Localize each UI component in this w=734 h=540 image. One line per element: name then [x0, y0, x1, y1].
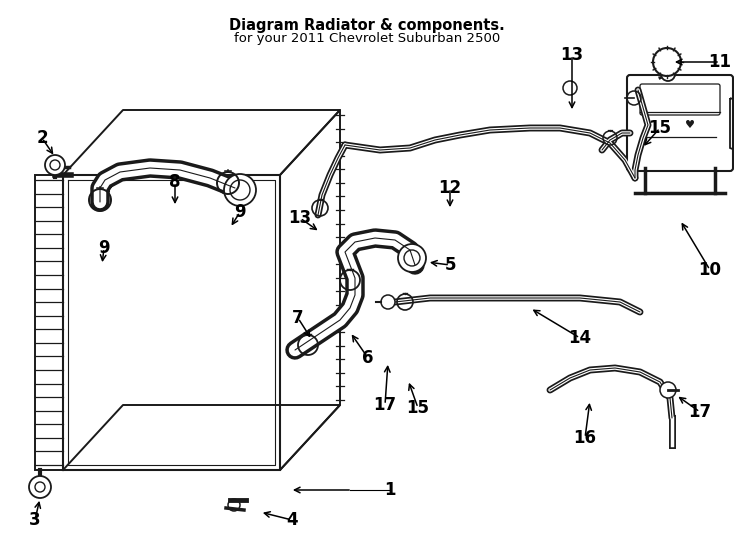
Circle shape	[381, 295, 395, 309]
Text: 15: 15	[407, 399, 429, 417]
Text: 17: 17	[688, 403, 711, 421]
Text: 8: 8	[170, 173, 181, 191]
Text: 1: 1	[385, 481, 396, 499]
Text: 13: 13	[561, 46, 584, 64]
Text: 16: 16	[573, 429, 597, 447]
Text: 3: 3	[29, 511, 41, 529]
Text: 14: 14	[568, 329, 592, 347]
Circle shape	[653, 48, 681, 76]
Circle shape	[398, 244, 426, 272]
Text: for your 2011 Chevrolet Suburban 2500: for your 2011 Chevrolet Suburban 2500	[234, 32, 500, 45]
Text: 7: 7	[292, 309, 304, 327]
Circle shape	[45, 155, 65, 175]
Text: 2: 2	[36, 129, 48, 147]
Text: 11: 11	[708, 53, 732, 71]
Circle shape	[660, 382, 676, 398]
Text: 10: 10	[699, 261, 722, 279]
Text: 13: 13	[288, 209, 311, 227]
Text: 15: 15	[649, 119, 672, 137]
Text: 5: 5	[444, 256, 456, 274]
Text: Diagram Radiator & components.: Diagram Radiator & components.	[229, 18, 505, 33]
Text: ♥: ♥	[685, 120, 695, 130]
Text: 12: 12	[438, 179, 462, 197]
Text: 17: 17	[374, 396, 396, 414]
FancyBboxPatch shape	[627, 75, 733, 171]
Text: 9: 9	[234, 203, 246, 221]
Circle shape	[224, 174, 256, 206]
Text: 6: 6	[363, 349, 374, 367]
Circle shape	[661, 67, 675, 81]
Text: 9: 9	[98, 239, 110, 257]
Circle shape	[29, 476, 51, 498]
Text: 4: 4	[286, 511, 298, 529]
